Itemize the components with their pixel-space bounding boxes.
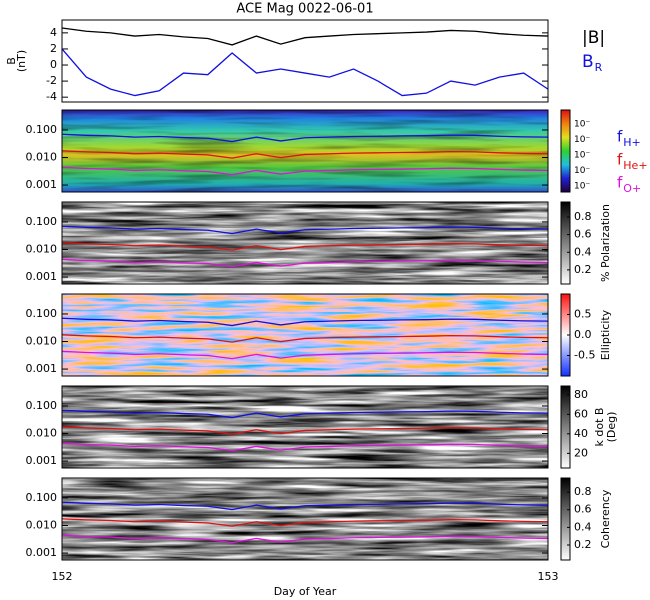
colorbar-tick-label: 0.8	[574, 210, 592, 223]
colorbar-label: k dot B	[593, 408, 606, 447]
x-axis-label: Day of Year	[274, 585, 337, 598]
spectrogram-background	[62, 478, 548, 560]
y-tick-label: 0.001	[26, 546, 58, 559]
series-line	[61, 350, 549, 360]
colorbar-tick-label: 10⁻	[574, 151, 590, 161]
colorbar-tick-label: 0.5	[574, 308, 592, 321]
series-line	[61, 150, 549, 159]
colorbar-label: % Polarization	[599, 204, 612, 282]
legend-label-sub: R	[595, 61, 603, 74]
legend-label: B	[582, 52, 594, 72]
colorbar	[560, 201, 571, 285]
y-tick-label: 0	[50, 58, 57, 71]
colorbar-tick-label: 80	[574, 388, 588, 401]
plot-frame	[61, 201, 549, 285]
legend-label: |B|	[582, 28, 605, 48]
colorbar-tick-label: -0.5	[574, 349, 595, 362]
y-tick-label: 0.010	[26, 335, 58, 348]
colorbar-tick-label: 0.4	[574, 520, 592, 533]
y-tick-label: 0.010	[26, 151, 58, 164]
series-line	[61, 518, 549, 527]
plot-frame	[61, 385, 549, 469]
y-tick-label: 0.001	[26, 362, 58, 375]
y-tick-label: 0.010	[26, 243, 58, 256]
series-line	[61, 442, 549, 452]
colorbar-tick-label: 0.6	[574, 228, 592, 241]
series-line	[61, 258, 549, 268]
y-axis-label: (nT)	[15, 50, 28, 72]
legend-label: f	[617, 151, 623, 169]
y-tick-label: 0.100	[26, 491, 58, 504]
series-line	[61, 225, 549, 235]
colorbar-tick-label: 0.8	[574, 485, 592, 498]
legend-label: f	[617, 174, 623, 192]
series-line	[61, 317, 549, 327]
series-line	[61, 133, 549, 143]
y-tick-label: 0.100	[26, 123, 58, 136]
plot-frame	[61, 19, 549, 103]
y-tick-label: 0.010	[26, 519, 58, 532]
colorbar	[560, 477, 571, 561]
series-line	[61, 334, 549, 343]
colorbar-label: (Deg)	[605, 412, 618, 443]
x-tick-label: 153	[538, 570, 559, 583]
colorbar-tick-label: 0.0	[574, 328, 592, 341]
y-tick-label: -4	[46, 90, 57, 103]
series-line	[61, 242, 549, 251]
y-tick-label: 0.001	[26, 178, 58, 191]
legend-label: f	[617, 128, 623, 146]
y-tick-label: 0.010	[26, 427, 58, 440]
series-line	[61, 166, 549, 176]
colorbar-tick-label: 20	[574, 446, 588, 459]
colorbar-tick-label: 10⁻	[574, 182, 590, 192]
colorbar	[560, 109, 571, 193]
y-axis-label: B	[5, 57, 18, 65]
colorbar-label: Ellipticity	[599, 309, 612, 360]
series-line	[61, 27, 549, 46]
colorbar-tick-label: 0.2	[574, 263, 592, 276]
plot-frame	[61, 477, 549, 561]
spectrogram-background	[62, 202, 548, 284]
colorbar-tick-label: 10⁻	[574, 120, 590, 130]
plot-frame	[61, 109, 549, 193]
legend-label-sub: He+	[623, 159, 647, 172]
series-line	[61, 501, 549, 511]
colorbar-tick-label: 0.2	[574, 538, 592, 551]
spectrogram-background	[62, 294, 548, 376]
colorbar	[560, 385, 571, 469]
y-tick-label: 0.001	[26, 270, 58, 283]
y-tick-label: -2	[46, 74, 57, 87]
colorbar-tick-label: 0.4	[574, 245, 592, 258]
y-tick-label: 2	[50, 42, 57, 55]
y-tick-label: 0.100	[26, 215, 58, 228]
series-line	[61, 409, 549, 419]
series-line	[61, 426, 549, 435]
colorbar-label: Coherency	[599, 489, 612, 548]
colorbar-tick-label: 60	[574, 407, 588, 420]
colorbar-tick-label: 10⁻	[574, 135, 590, 145]
y-tick-label: 0.100	[26, 399, 58, 412]
legend-label-sub: O+	[623, 182, 641, 195]
legend-label-sub: H+	[623, 136, 641, 149]
spectrogram-texture	[62, 110, 548, 192]
colorbar-tick-label: 10⁻	[574, 166, 590, 176]
plot-frame	[61, 293, 549, 377]
series-line	[61, 534, 549, 544]
series-line	[61, 48, 549, 97]
colorbar-tick-label: 40	[574, 427, 588, 440]
x-tick-label: 152	[52, 570, 73, 583]
y-tick-label: 0.100	[26, 307, 58, 320]
spectrogram-background	[62, 386, 548, 468]
chart-title: ACE Mag 0022-06-01	[236, 2, 373, 17]
colorbar-tick-label: 0.6	[574, 503, 592, 516]
y-tick-label: 0.001	[26, 454, 58, 467]
y-tick-label: 4	[50, 26, 57, 39]
